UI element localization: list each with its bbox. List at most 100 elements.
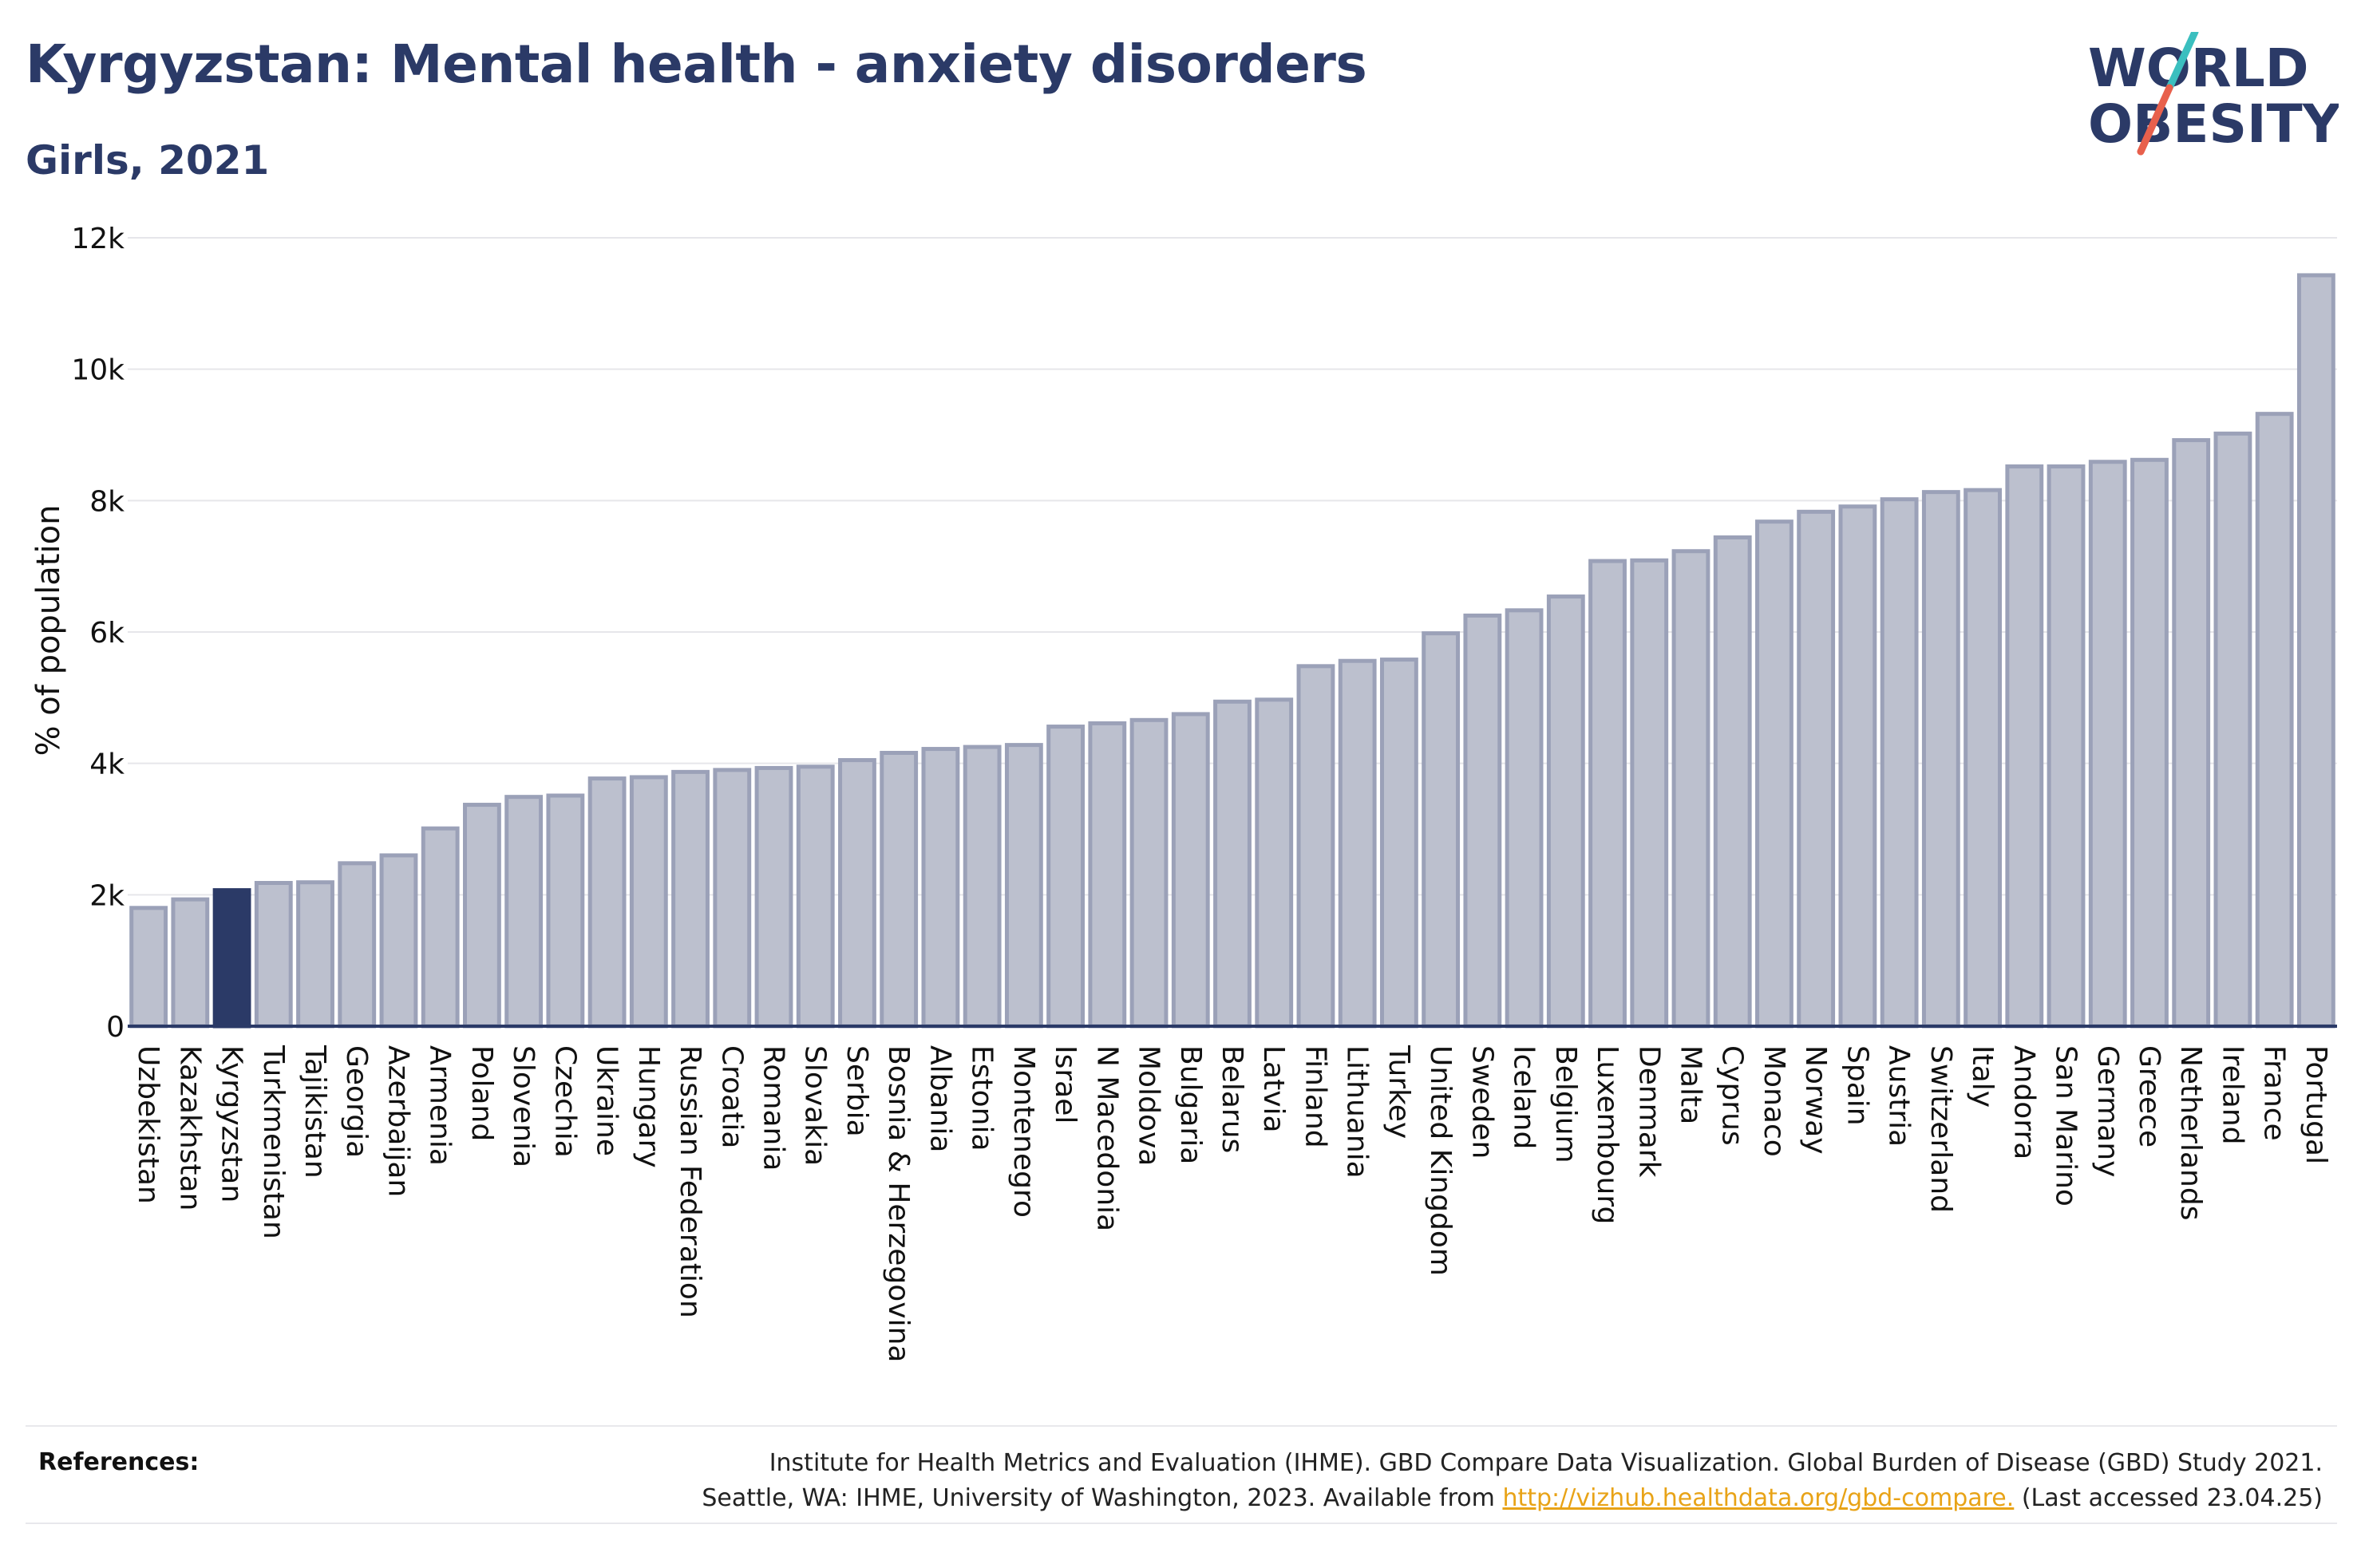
x-tick-label: Latvia [1257,1045,1290,1133]
bar[interactable] [2088,460,2127,1029]
logo-slash-top [2165,32,2199,92]
x-tick-label: N Macedonia [1090,1045,1123,1231]
bar[interactable] [254,881,293,1029]
bar[interactable] [1880,497,1919,1029]
bar[interactable] [921,747,960,1029]
logo-line1: WORLD [2088,38,2309,99]
bar[interactable] [296,880,334,1029]
bar[interactable] [2130,457,2169,1029]
x-tick-label: Uzbekistan [132,1045,164,1204]
bar[interactable] [1213,699,1252,1029]
bar[interactable] [2047,464,2086,1029]
bar[interactable] [1379,658,1418,1029]
bar[interactable] [1755,519,1793,1029]
references-label: References: [38,1448,200,1476]
bar[interactable] [838,758,876,1029]
x-tick-label: Armenia [424,1045,457,1166]
bar[interactable] [963,745,1002,1029]
logo-line2: OBESITY [2088,93,2339,155]
bar[interactable] [671,769,710,1029]
bar[interactable] [1046,725,1086,1029]
bar[interactable] [1630,558,1669,1029]
y-axis-title: % of population [30,505,67,756]
bar[interactable] [629,775,668,1029]
bar[interactable] [421,826,460,1029]
bar[interactable] [796,764,835,1029]
x-tick-label: Monaco [1758,1045,1790,1157]
bar[interactable] [1588,559,1627,1029]
x-tick-label: Russian Federation [674,1045,706,1318]
bar[interactable] [338,861,377,1029]
bar-highlighted[interactable] [212,888,251,1029]
x-tick-label: Moldova [1133,1045,1165,1166]
references-divider-bottom [26,1523,2337,1524]
x-tick-label: Albania [923,1045,956,1152]
bar[interactable] [129,906,168,1029]
bar[interactable] [2296,273,2335,1029]
x-tick-label: Ireland [2216,1045,2248,1145]
bar[interactable] [2255,412,2294,1029]
bar[interactable] [754,765,793,1029]
bar[interactable] [713,768,752,1029]
x-tick-label: Belgium [1549,1045,1582,1163]
page-title: Kyrgyzstan: Mental health - anxiety diso… [26,34,1367,95]
bar[interactable] [504,795,544,1029]
x-tick-label: Sweden [1465,1045,1498,1159]
bar[interactable] [1671,549,1710,1029]
bar[interactable] [2005,464,2044,1029]
x-tick-label: Bosnia & Herzegovina [882,1045,915,1362]
y-tick-label: 2k [89,879,125,912]
x-tick-label: Croatia [715,1045,748,1148]
x-tick-label: Finland [1299,1045,1331,1148]
bar[interactable] [1296,664,1335,1029]
bar[interactable] [1964,488,2002,1029]
axis-layer: 0 2k 4k 6k 8k 10k 12k Uzbekistan Kazakhstan Kyrgy… [71,223,2337,1362]
references-line1: Institute for Health Metrics and Evaluat… [769,1449,2323,1477]
bar[interactable] [463,803,501,1029]
bar[interactable] [379,853,418,1029]
x-tick-label: Slovenia [507,1045,540,1167]
bar[interactable] [1088,721,1127,1029]
x-tick-label: Italy [1966,1045,1999,1108]
x-tick-label: Iceland [1508,1045,1540,1149]
bar[interactable] [1171,712,1210,1029]
references-text: Institute for Health Metrics and Evaluat… [487,1446,2323,1516]
x-tick-label: Portugal [2300,1045,2332,1164]
logo-slash-bottom [2137,84,2173,156]
bar[interactable] [880,750,919,1029]
bar[interactable] [1546,594,1585,1029]
bar[interactable] [587,776,627,1029]
bar-chart: 0 2k 4k 6k 8k 10k 12k Uzbekistan Kazakhstan Kyrgy… [30,223,2337,1362]
x-tick-label: Greece [2133,1045,2165,1147]
x-tick-label: Czechia [548,1045,581,1158]
x-tick-label: Poland [465,1045,498,1141]
bar[interactable] [1422,631,1461,1029]
bar[interactable] [2213,431,2252,1029]
x-tick-label: Israel [1049,1045,1082,1124]
bar[interactable] [1838,504,1877,1029]
bar[interactable] [1713,535,1752,1029]
x-tick-label: Lithuania [1341,1045,1374,1179]
bar-layer [129,273,2335,1029]
x-tick-label: Netherlands [2174,1045,2207,1220]
bar[interactable] [1004,743,1043,1029]
x-tick-label: Spain [1841,1045,1873,1126]
bar[interactable] [171,897,210,1029]
world-obesity-logo: WORLD OBESITY [2088,32,2339,156]
x-tick-label: Tajikistan [299,1045,331,1179]
y-tick-label: 4k [89,748,125,781]
bar[interactable] [1505,608,1544,1029]
x-tick-label: Denmark [1632,1045,1665,1178]
bar[interactable] [1338,658,1377,1029]
x-tick-label: Montenegro [1007,1045,1040,1218]
bar[interactable] [1255,697,1294,1029]
y-tick-label: 8k [89,485,125,518]
bar[interactable] [546,793,585,1029]
x-tick-label: Slovakia [799,1045,832,1166]
bar[interactable] [1797,509,1836,1029]
bar[interactable] [2172,438,2211,1029]
references-link[interactable]: http://vizhub.healthdata.org/gbd-compare… [1502,1484,2015,1512]
bar[interactable] [1921,490,1960,1029]
bar[interactable] [1129,717,1169,1029]
bar[interactable] [1463,613,1502,1029]
